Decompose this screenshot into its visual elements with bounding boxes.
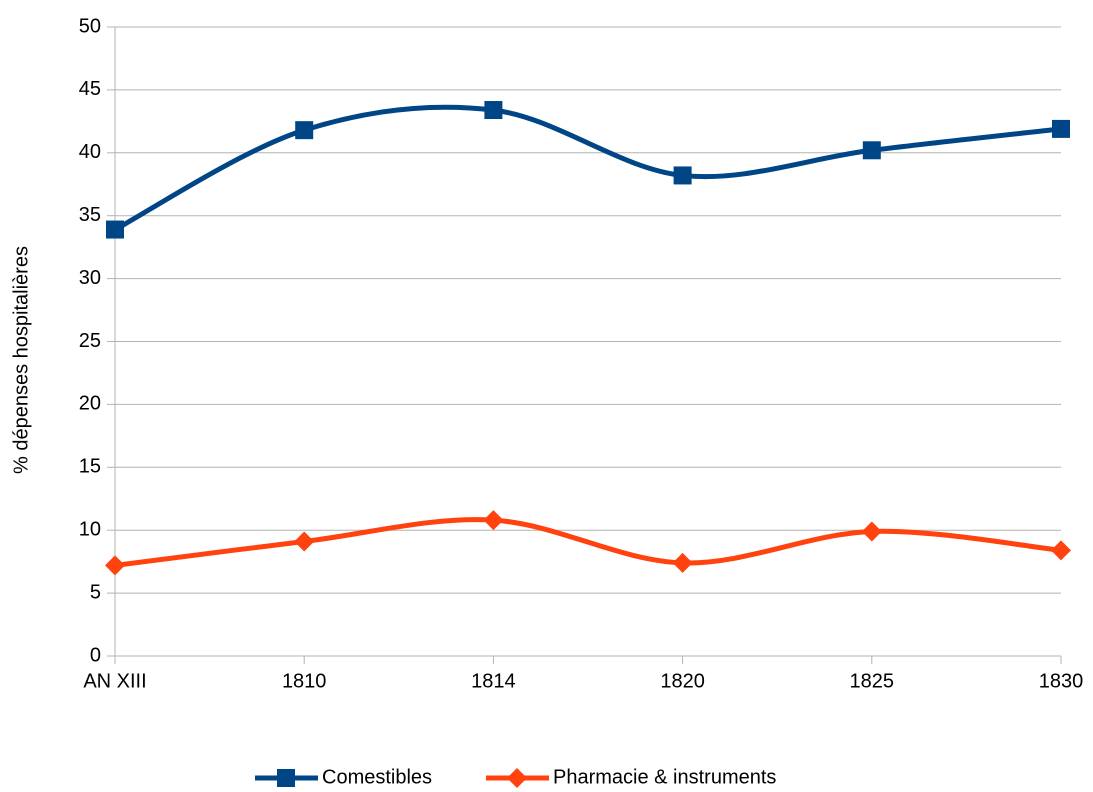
x-tick-label: 1820: [660, 670, 705, 692]
y-tick-label: 20: [79, 393, 101, 415]
legend-label: Comestibles: [322, 766, 432, 788]
marker: [483, 510, 504, 531]
x-tick-label: AN XIII: [83, 670, 146, 692]
x-tick-label: 1825: [850, 670, 895, 692]
marker: [862, 141, 881, 160]
legend-label: Pharmacie & instruments: [553, 766, 776, 788]
marker: [673, 166, 692, 185]
y-axis-label: % dépenses hospitalières: [10, 246, 32, 474]
x-tick-label: 1830: [1039, 670, 1084, 692]
y-tick-label: 50: [79, 15, 101, 37]
series-line: [113, 104, 1062, 232]
y-tick-label: 25: [79, 330, 101, 352]
y-tick-label: 0: [90, 644, 101, 666]
marker: [294, 531, 315, 552]
series-line: [114, 517, 1062, 568]
y-tick-label: 45: [79, 78, 101, 100]
marker: [672, 552, 693, 573]
x-tick-label: 1814: [471, 670, 516, 692]
marker: [277, 769, 295, 787]
y-tick-label: 5: [90, 581, 101, 603]
y-tick-label: 30: [79, 267, 101, 289]
y-tick-label: 10: [79, 518, 101, 540]
y-tick-label: 15: [79, 456, 101, 478]
marker: [106, 220, 124, 239]
marker: [295, 121, 314, 140]
marker: [861, 521, 882, 542]
marker: [484, 101, 503, 120]
y-tick-label: 35: [79, 204, 101, 226]
marker: [507, 768, 527, 788]
marker: [1051, 540, 1071, 561]
marker: [105, 555, 125, 576]
y-tick-label: 40: [79, 141, 101, 163]
marker: [1052, 119, 1070, 138]
x-tick-label: 1810: [282, 670, 327, 692]
